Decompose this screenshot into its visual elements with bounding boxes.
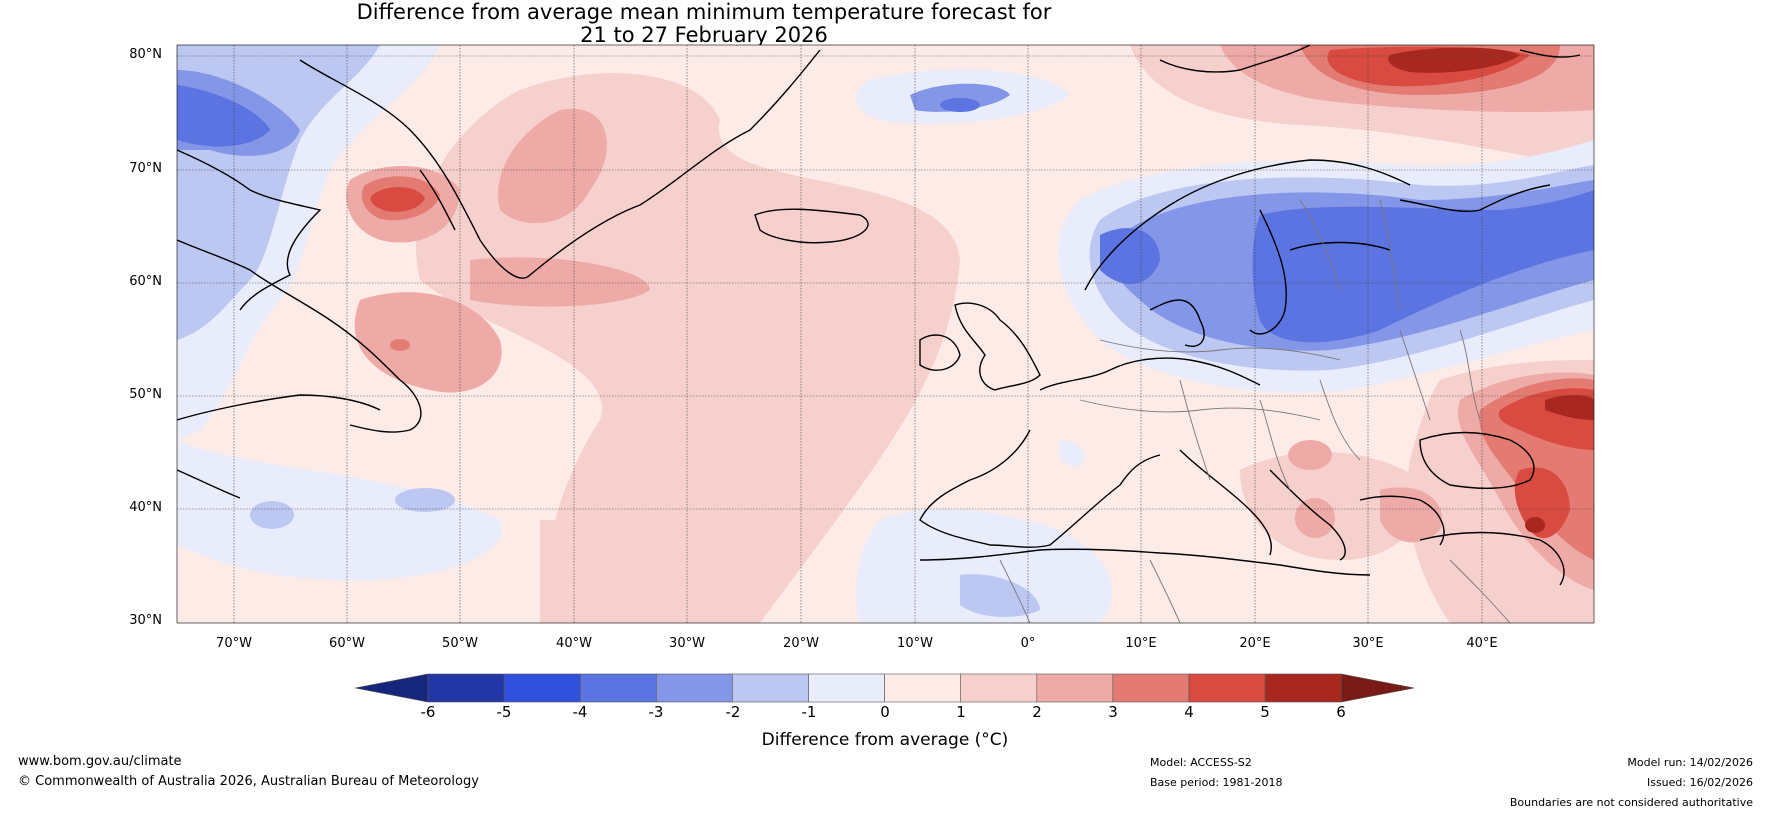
lat-label-60n: 60°N	[129, 274, 162, 289]
colorbar-extend-low	[354, 673, 429, 703]
britain-coast	[954, 302, 1041, 391]
colorbar	[354, 673, 1415, 703]
lon-label-50w: 50°W	[442, 636, 478, 651]
colorbar-swatch	[503, 673, 581, 703]
lat-label-70n: 70°N	[129, 161, 162, 176]
svalbard-coast	[1159, 45, 1311, 73]
colorbar-swatch	[808, 673, 885, 703]
lat-label-80n: 80°N	[129, 47, 162, 62]
colorbar-swatch	[1112, 673, 1190, 703]
colorbar-extend-high	[1340, 673, 1415, 703]
colorbar-tick: -5	[496, 703, 512, 721]
lon-label-30e: 30°E	[1352, 636, 1384, 651]
disclaimer-text: Boundaries are not considered authoritat…	[1509, 796, 1753, 809]
colorbar-tick: 4	[1184, 703, 1194, 721]
colorbar-tick: 3	[1108, 703, 1118, 721]
colorbar-tick: 5	[1260, 703, 1270, 721]
labrador-coast	[177, 239, 422, 433]
lon-label-20w: 20°W	[783, 636, 819, 651]
colorbar-tick: 0	[880, 703, 890, 721]
coastlines	[177, 45, 1581, 586]
temperature-anomaly-field	[177, 45, 1594, 623]
gridlines	[177, 45, 1594, 623]
lon-label-10e: 10°E	[1125, 636, 1157, 651]
colorbar-swatch	[732, 673, 809, 703]
lon-label-40e: 40°E	[1466, 636, 1498, 651]
lat-label-40n: 40°N	[129, 500, 162, 515]
iceland-coast	[754, 208, 869, 244]
iberia-coast	[919, 429, 1161, 548]
lon-label-60w: 60°W	[329, 636, 365, 651]
colorbar-swatch	[655, 673, 733, 703]
colorbar-swatch	[1036, 673, 1114, 703]
colorbar-tick: 6	[1336, 703, 1346, 721]
website-link[interactable]: www.bom.gov.au/climate	[18, 754, 182, 769]
colorbar-swatch	[579, 673, 657, 703]
colorbar-tick: -1	[801, 703, 817, 721]
colorbar-tick: 2	[1032, 703, 1042, 721]
north-africa-coast	[919, 548, 1371, 576]
lon-label-0: 0°	[1020, 636, 1036, 651]
colorbar-tick: -2	[725, 703, 741, 721]
lon-label-70w: 70°W	[216, 636, 252, 651]
chart-title-line-1: Difference from average mean minimum tem…	[356, 0, 1052, 24]
chart-title-line-2: 21 to 27 February 2026	[580, 23, 828, 47]
colorbar-tick: -6	[420, 703, 436, 721]
model-run-text: Model run: 14/02/2026	[1627, 756, 1753, 769]
colorbar-swatch	[884, 673, 961, 703]
lat-label-50n: 50°N	[129, 387, 162, 402]
colorbar-swatch	[1264, 673, 1342, 703]
lon-label-30w: 30°W	[669, 636, 705, 651]
lon-label-40w: 40°W	[556, 636, 592, 651]
colorbar-tick: 1	[956, 703, 966, 721]
ireland-coast	[919, 334, 961, 371]
model-text: Model: ACCESS-S2	[1150, 756, 1252, 769]
colorbar-tick: -4	[572, 703, 588, 721]
colorbar-label: Difference from average (°C)	[761, 730, 1009, 750]
italy-coast	[1179, 449, 1272, 556]
copyright-text: © Commonwealth of Australia 2026, Austra…	[18, 774, 479, 789]
base-period-text: Base period: 1981-2018	[1150, 776, 1283, 789]
colorbar-swatch	[960, 673, 1038, 703]
colorbar-swatch	[427, 673, 505, 703]
black-sea-coast	[1419, 431, 1535, 489]
lon-label-20e: 20°E	[1239, 636, 1271, 651]
lat-label-30n: 30°N	[129, 613, 162, 628]
norway-coast	[1084, 159, 1411, 291]
country-borders	[999, 199, 1511, 623]
greenland-coast	[299, 49, 821, 279]
issued-text: Issued: 16/02/2026	[1646, 776, 1753, 789]
colorbar-tick: -3	[648, 703, 664, 721]
colorbar-swatch	[1188, 673, 1266, 703]
lon-label-10w: 10°W	[897, 636, 933, 651]
